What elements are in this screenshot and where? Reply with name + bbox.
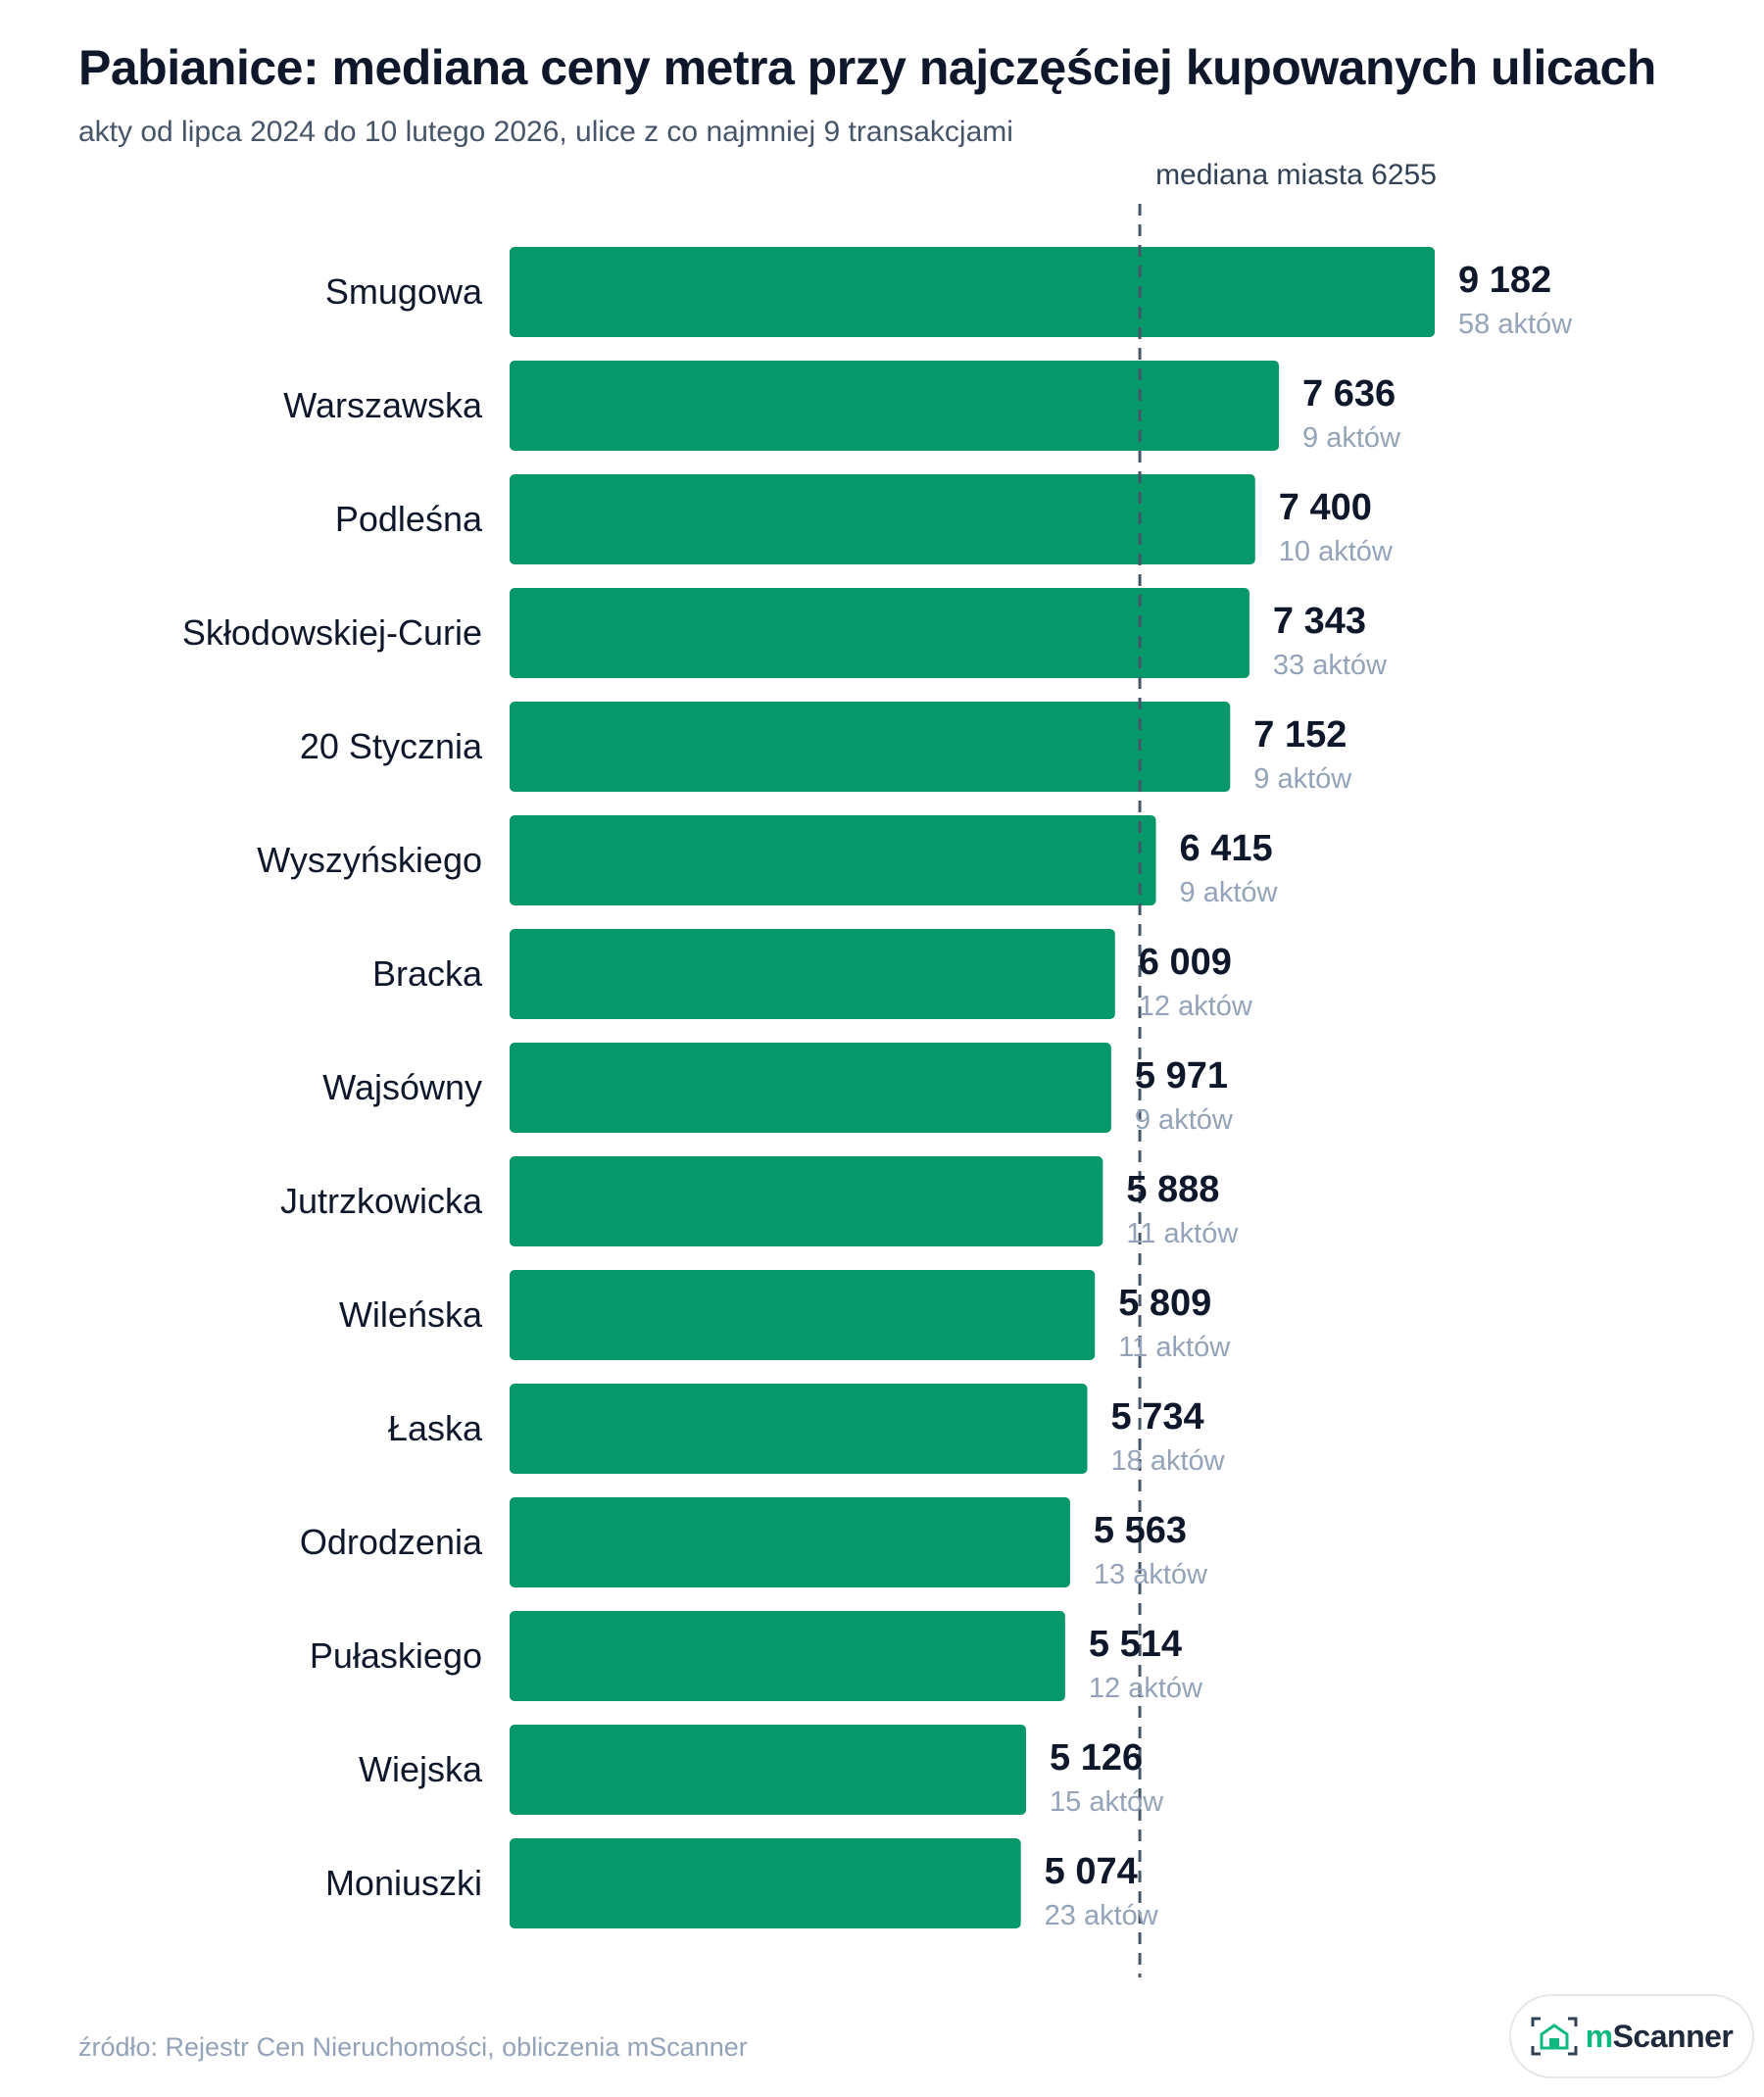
bars-group [510,247,1435,1928]
bar-13 [510,1611,1065,1701]
category-label-11: Łaska [388,1408,483,1448]
count-label-10: 11 aktów [1118,1332,1231,1363]
chart-subtitle: akty od lipca 2024 do 10 lutego 2026, ul… [78,116,1013,148]
bar-3 [510,474,1255,564]
count-label-2: 9 aktów [1302,422,1401,454]
house-scan-icon [1531,2017,1578,2056]
category-label-3: Podleśna [335,499,483,539]
category-label-7: Bracka [372,953,483,994]
chart-title: Pabianice: mediana ceny metra przy najcz… [78,40,1656,95]
bar-10 [510,1270,1096,1360]
value-label-2: 7 636 [1302,373,1396,415]
bar-chart: Smugowa 9 182 58 aktów Warszawska 7 636 9 akt… [182,159,1573,1977]
value-label-6: 6 415 [1180,828,1273,869]
labels-group: Smugowa 9 182 58 aktów Warszawska 7 636 9 akt… [182,159,1573,1931]
value-label-8: 5 971 [1135,1055,1228,1097]
count-label-5: 9 aktów [1253,763,1352,795]
value-label-12: 5 563 [1094,1510,1187,1551]
category-label-8: Wajsówny [322,1067,482,1107]
category-label-9: Jutrzkowicka [280,1181,483,1221]
value-label-13: 5 514 [1089,1624,1182,1665]
count-label-6: 9 aktów [1180,877,1279,908]
count-label-3: 10 aktów [1279,536,1394,567]
bar-5 [510,702,1231,792]
bar-11 [510,1384,1088,1474]
bar-15 [510,1838,1021,1928]
category-label-12: Odrodzenia [300,1522,483,1562]
category-label-5: 20 Stycznia [300,726,483,766]
count-label-4: 33 aktów [1273,650,1388,681]
count-label-8: 9 aktów [1135,1104,1234,1136]
value-label-14: 5 126 [1050,1737,1143,1779]
bar-14 [510,1725,1027,1815]
value-label-3: 7 400 [1279,487,1372,528]
value-label-15: 5 074 [1045,1851,1138,1892]
bar-1 [510,247,1435,337]
category-label-2: Warszawska [283,385,483,425]
source-note: źródło: Rejestr Cen Nieruchomości, oblic… [78,2032,748,2062]
value-label-7: 6 009 [1139,942,1232,983]
category-label-6: Wyszyńskiego [257,840,482,880]
count-label-15: 23 aktów [1045,1900,1159,1931]
reference-label: mediana miasta 6255 [1155,159,1437,191]
count-label-14: 15 aktów [1050,1786,1164,1818]
bar-8 [510,1043,1111,1133]
logo-wordmark: mScanner [1585,2018,1734,2054]
category-label-13: Pułaskiego [310,1635,482,1676]
bar-2 [510,361,1280,451]
value-label-1: 9 182 [1458,260,1551,301]
category-label-1: Smugowa [325,271,483,312]
count-label-12: 13 aktów [1094,1559,1208,1590]
bar-7 [510,929,1115,1019]
mscanner-logo[interactable]: mScanner [1509,1994,1754,2078]
count-label-1: 58 aktów [1458,309,1573,340]
value-label-11: 5 734 [1111,1396,1204,1438]
value-label-10: 5 809 [1118,1283,1211,1324]
value-label-9: 5 888 [1126,1169,1219,1210]
category-label-10: Wileńska [339,1294,483,1335]
count-label-7: 12 aktów [1139,991,1253,1022]
bar-12 [510,1497,1070,1587]
bar-9 [510,1156,1103,1246]
category-label-4: Skłodowskiej-Curie [182,612,482,653]
category-label-14: Wiejska [359,1749,483,1789]
bar-6 [510,815,1156,905]
value-label-5: 7 152 [1253,714,1347,756]
count-label-11: 18 aktów [1111,1445,1226,1477]
category-label-15: Moniuszki [325,1863,482,1903]
count-label-13: 12 aktów [1089,1673,1203,1704]
value-label-4: 7 343 [1273,601,1366,642]
bar-4 [510,588,1250,678]
count-label-9: 11 aktów [1126,1218,1239,1249]
